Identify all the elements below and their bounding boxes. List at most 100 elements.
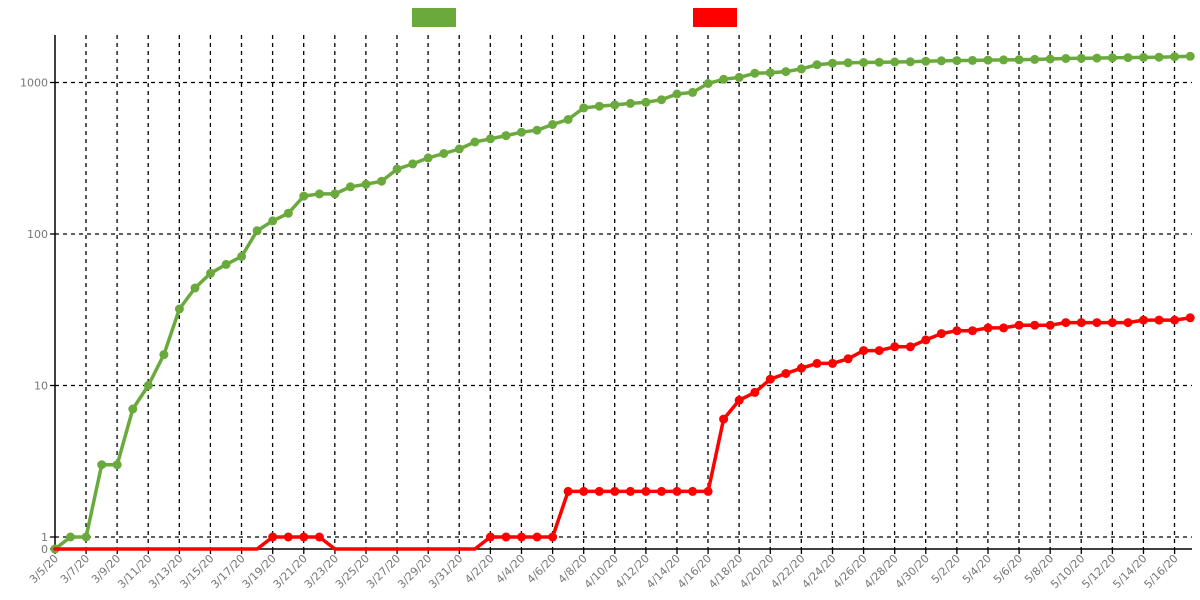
data-point (81, 532, 91, 542)
y-axis-ticks: 01 10 100 1000 (20, 77, 55, 556)
x-tick-label: 5/16/20 (1142, 552, 1181, 591)
data-point (890, 57, 900, 67)
data-point (548, 532, 558, 542)
x-tick-label: 5/2/20 (929, 552, 963, 586)
data-point (454, 144, 464, 154)
y-tick-label: 100 (27, 228, 48, 241)
data-point (828, 358, 837, 368)
data-point (905, 342, 915, 352)
data-point (314, 189, 324, 199)
data-point (268, 532, 278, 542)
data-point (268, 216, 278, 226)
series-points-2 (268, 313, 1195, 542)
data-point (1154, 315, 1164, 325)
data-point (501, 532, 511, 542)
data-point (921, 56, 931, 66)
data-point (594, 486, 604, 496)
data-point (66, 532, 75, 542)
series (50, 51, 1195, 554)
data-point (532, 125, 542, 135)
data-point (688, 486, 698, 496)
y-tick-label: 1000 (20, 77, 48, 90)
data-point (1061, 54, 1071, 63)
x-tick-label: 3/7/20 (58, 552, 92, 586)
data-point (563, 115, 573, 124)
data-point (252, 226, 262, 236)
data-point (968, 326, 977, 336)
data-point (517, 532, 526, 542)
data-point (750, 68, 760, 78)
y-tick-label: 10 (34, 380, 48, 393)
data-point (734, 395, 744, 405)
data-point (874, 57, 884, 67)
legend-swatch-2 (693, 8, 737, 27)
data-point (1107, 318, 1117, 328)
data-point (517, 127, 526, 137)
data-point (1107, 53, 1117, 63)
data-point (1030, 54, 1040, 64)
data-point (765, 374, 775, 384)
data-point (905, 57, 915, 67)
data-point (672, 89, 682, 99)
data-point (1139, 315, 1148, 325)
data-point (485, 532, 495, 542)
data-point (237, 252, 247, 261)
series-points-1 (50, 51, 1195, 554)
data-point (299, 191, 309, 201)
data-point (625, 486, 635, 496)
data-point (283, 532, 293, 542)
data-point (1092, 318, 1102, 328)
data-point (781, 67, 791, 77)
data-point (1123, 318, 1133, 328)
data-point (952, 56, 962, 66)
data-point (1170, 52, 1180, 62)
data-point (936, 329, 946, 339)
data-point (283, 208, 293, 218)
data-point (594, 101, 604, 111)
data-point (563, 486, 573, 496)
axes (54, 35, 1192, 550)
data-point (159, 350, 169, 360)
data-point (174, 304, 184, 314)
data-point (812, 60, 822, 70)
data-point (968, 55, 977, 65)
data-point (641, 486, 651, 496)
data-point (796, 64, 806, 74)
data-point (999, 55, 1009, 65)
data-point (1030, 320, 1040, 330)
data-point (859, 346, 869, 356)
data-point (781, 369, 791, 378)
legend-swatch-1 (412, 8, 456, 27)
legend (412, 8, 737, 27)
data-point (657, 486, 666, 496)
data-point (1061, 318, 1071, 328)
data-point (439, 149, 449, 158)
data-point (688, 87, 698, 97)
x-tick-label: 4/6/20 (524, 552, 558, 586)
data-point (1139, 52, 1148, 62)
data-point (610, 486, 620, 496)
data-point (392, 164, 402, 174)
data-point (859, 58, 869, 67)
data-point (812, 358, 822, 368)
data-point (299, 532, 309, 542)
data-point (206, 268, 215, 278)
data-point (983, 55, 993, 65)
x-tick-label: 4/30/20 (893, 552, 932, 591)
data-point (532, 532, 542, 542)
data-point (610, 100, 620, 110)
grid (55, 35, 1192, 549)
data-point (190, 283, 200, 293)
data-point (703, 486, 713, 496)
x-tick-label: 3/31/20 (426, 552, 465, 591)
data-point (734, 72, 744, 82)
data-point (408, 159, 418, 169)
data-point (1076, 318, 1086, 328)
data-point (874, 346, 884, 356)
data-point (796, 363, 806, 373)
data-point (657, 95, 666, 105)
data-point (501, 131, 511, 141)
series-line-1 (53, 54, 1192, 551)
data-point (843, 354, 853, 364)
